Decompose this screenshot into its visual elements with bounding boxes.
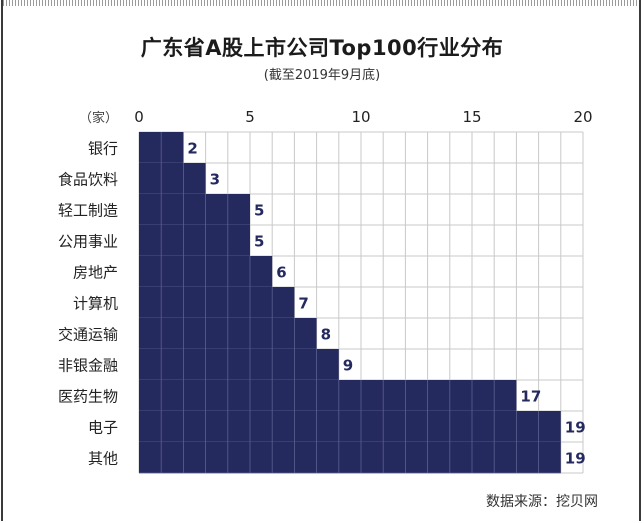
data-label: 2 (187, 140, 197, 158)
x-tick-label: 5 (245, 108, 255, 126)
data-label: 8 (321, 326, 331, 344)
data-source: 数据来源：挖贝网 (486, 494, 598, 510)
data-label: 9 (343, 357, 353, 375)
category-label: 食品饮料 (58, 171, 118, 189)
bar (139, 380, 517, 411)
category-label: 计算机 (73, 295, 118, 313)
data-label: 19 (565, 419, 586, 437)
x-tick-label: 0 (134, 108, 144, 126)
data-label: 5 (254, 202, 264, 220)
category-label: 公用事业 (58, 233, 118, 251)
top-decoration (3, 0, 639, 6)
data-label: 17 (520, 388, 541, 406)
category-label: 非银金融 (58, 357, 118, 375)
category-label: 医药生物 (58, 388, 118, 406)
bar (139, 225, 250, 256)
bar (139, 411, 561, 442)
category-label: 轻工制造 (58, 202, 118, 220)
x-tick-label: 15 (462, 108, 481, 126)
category-label: 电子 (88, 419, 118, 437)
category-label: 房地产 (73, 264, 118, 282)
x-tick-label: 10 (351, 108, 370, 126)
category-label: 其他 (88, 450, 118, 468)
data-label: 3 (210, 171, 220, 189)
bar (139, 287, 295, 318)
category-label: 银行 (88, 140, 118, 158)
data-label: 19 (565, 450, 586, 468)
bar (139, 349, 339, 380)
chart-title: 广东省A股上市公司Top100行业分布 (140, 36, 504, 60)
x-tick-label: 20 (573, 108, 592, 126)
bar (139, 163, 206, 194)
chart-subtitle: (截至2019年9月底) (263, 68, 381, 83)
data-label: 7 (298, 295, 308, 313)
bar (139, 194, 250, 225)
unit-label: （家） (79, 110, 118, 126)
category-label: 交通运输 (58, 326, 118, 344)
data-label: 5 (254, 233, 264, 251)
data-label: 6 (276, 264, 286, 282)
bar (139, 442, 561, 473)
